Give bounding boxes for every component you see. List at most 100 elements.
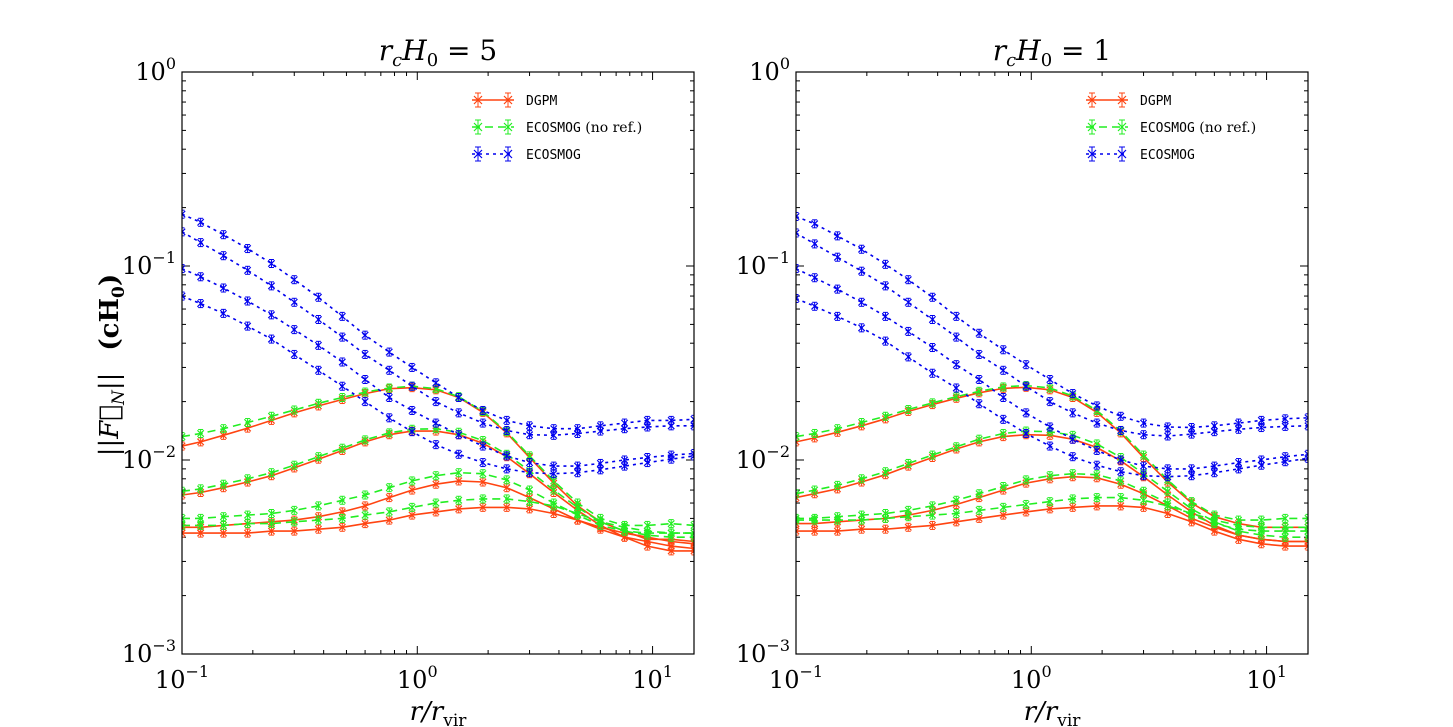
- data-point: [667, 519, 675, 529]
- data-point: [690, 421, 694, 431]
- data-point: [479, 441, 487, 451]
- data-point: [928, 368, 937, 378]
- data-point: [219, 230, 228, 240]
- data-point: [811, 219, 819, 229]
- data-point: [525, 497, 534, 507]
- data-point: [1093, 445, 1101, 455]
- data-point: [1187, 471, 1196, 481]
- plot-area: [796, 211, 1308, 551]
- data-point: [857, 266, 866, 276]
- data-point: [796, 515, 800, 525]
- data-point: [811, 239, 819, 249]
- data-point: [338, 332, 346, 342]
- series-line: [182, 231, 694, 437]
- data-point: [596, 426, 604, 436]
- data-point: [1257, 539, 1265, 549]
- data-point: [952, 442, 960, 452]
- legend-entry: ECOSMOG (no ref.): [472, 119, 642, 136]
- data-point: [1022, 408, 1030, 418]
- data-point: [796, 264, 800, 274]
- data-point: [999, 428, 1007, 438]
- legend-marker: [473, 92, 483, 108]
- data-point: [881, 524, 890, 534]
- data-point: [796, 211, 800, 221]
- data-point: [796, 526, 800, 536]
- data-point: [455, 495, 463, 505]
- legend-marker: [473, 119, 483, 135]
- data-point: [1022, 360, 1030, 370]
- axis-ticks: [181, 71, 694, 655]
- data-point: [975, 328, 983, 338]
- data-point: [290, 505, 298, 515]
- data-point: [479, 469, 487, 479]
- data-point: [385, 347, 393, 357]
- data-point: [1022, 381, 1030, 391]
- data-point: [550, 485, 558, 495]
- data-point: [999, 345, 1007, 355]
- x-axis-label: r/rvir: [410, 697, 468, 727]
- data-point: [904, 512, 912, 522]
- plot-frame: [795, 71, 1309, 655]
- data-point: [361, 374, 369, 384]
- data-point: [1304, 541, 1308, 551]
- data-point: [667, 528, 675, 538]
- data-point: [361, 349, 369, 359]
- data-point: [952, 508, 960, 518]
- data-point: [596, 465, 604, 475]
- data-point: [1304, 421, 1308, 431]
- data-point: [182, 432, 186, 442]
- data-point: [1069, 389, 1077, 399]
- data-point: [1022, 499, 1030, 509]
- data-point: [408, 476, 416, 486]
- data-point: [833, 526, 842, 536]
- data-point: [1139, 486, 1148, 496]
- data-point: [267, 281, 276, 291]
- data-point: [1022, 475, 1030, 485]
- data-point: [833, 231, 842, 241]
- data-point: [290, 460, 298, 470]
- data-point: [1304, 522, 1308, 532]
- data-point: [857, 297, 866, 307]
- data-point: [928, 314, 937, 324]
- data-point: [361, 435, 369, 445]
- data-point: [219, 479, 228, 489]
- data-point: [338, 381, 346, 391]
- x-tick-label: 101: [632, 662, 673, 694]
- legend-marker: [1087, 92, 1097, 108]
- data-point: [1234, 424, 1243, 434]
- data-point: [857, 515, 866, 525]
- legend-entry: ECOSMOG: [472, 146, 581, 163]
- data-point: [290, 325, 298, 335]
- legend: DGPM ECOSMOG (no ref.) ECOSMOG: [472, 92, 642, 163]
- data-point: [1304, 513, 1308, 523]
- data-point: [975, 349, 983, 359]
- data-point: [432, 471, 440, 481]
- y-tick-label: 10−1: [736, 248, 790, 280]
- data-point: [1046, 471, 1054, 481]
- data-point: [1069, 494, 1077, 504]
- data-point: [290, 405, 298, 415]
- data-point: [385, 428, 393, 438]
- data-point: [904, 352, 912, 362]
- data-point: [881, 411, 890, 421]
- data-point: [385, 507, 393, 517]
- data-point: [408, 427, 416, 437]
- data-point: [643, 458, 651, 468]
- data-point: [952, 360, 960, 370]
- data-point: [1210, 515, 1218, 525]
- data-point: [1257, 460, 1265, 470]
- data-point: [1164, 422, 1172, 432]
- data-point: [550, 469, 558, 479]
- data-point: [1093, 470, 1101, 480]
- data-point: [833, 252, 842, 262]
- data-point: [408, 502, 416, 512]
- data-point: [314, 452, 323, 462]
- data-point: [314, 340, 323, 350]
- data-point: [811, 526, 819, 536]
- data-point: [952, 392, 960, 402]
- series-line: [796, 232, 1308, 437]
- series-line: [182, 506, 694, 545]
- data-point: [338, 495, 346, 505]
- data-point: [928, 520, 937, 530]
- data-point: [1234, 520, 1243, 530]
